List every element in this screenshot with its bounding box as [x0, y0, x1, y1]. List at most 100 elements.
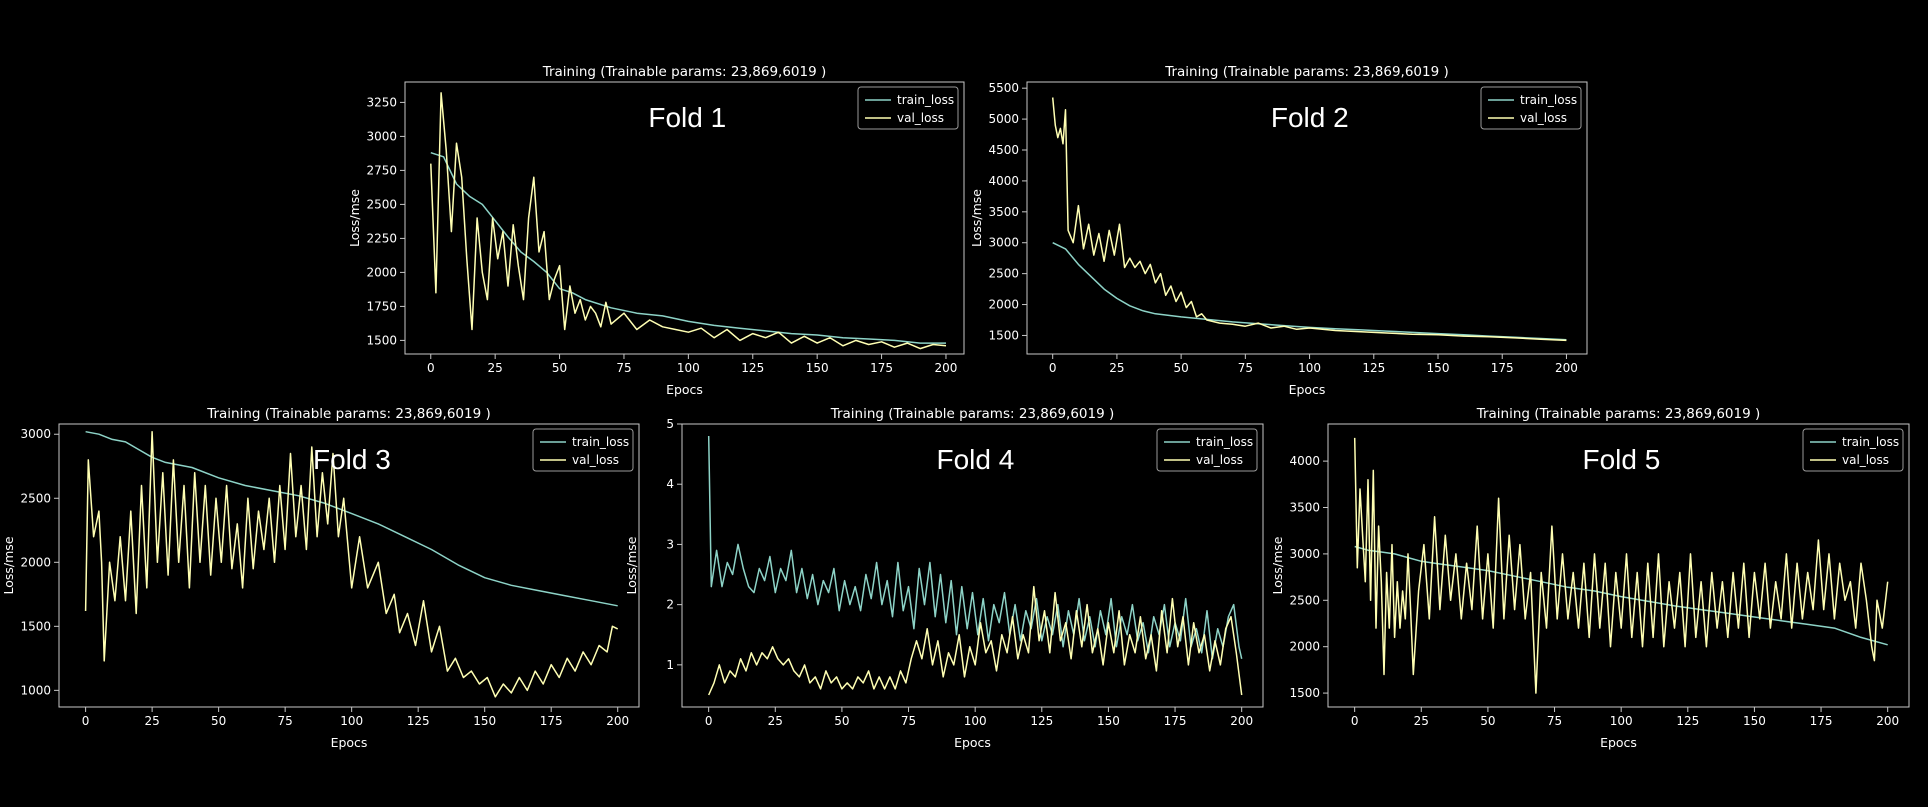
val-loss-line: [1051, 97, 1567, 342]
x-tick-label: 150: [806, 361, 829, 375]
x-tick-label: 125: [741, 361, 764, 375]
y-tick-label: 3000: [1289, 547, 1320, 561]
y-tick-label: 5000: [988, 112, 1019, 126]
y-tick-label: 3500: [1289, 501, 1320, 515]
legend-train-label: train_loss: [1520, 93, 1577, 107]
x-tick-label: 100: [1610, 714, 1633, 728]
x-tick-label: 200: [1555, 361, 1578, 375]
x-tick-label: 25: [1414, 714, 1429, 728]
axes-frame: [404, 81, 965, 355]
y-tick-label: 3500: [988, 205, 1019, 219]
y-tick-label: 4000: [988, 174, 1019, 188]
fold-label: Fold 3: [313, 444, 391, 475]
x-tick-label: 0: [1049, 361, 1057, 375]
y-tick-label: 2500: [1289, 593, 1320, 607]
val-loss-line: [430, 92, 947, 350]
fold-2-chart: 0 25 50 75 100 125 150 175 200 1500 2000 2500 3000 35…: [969, 64, 1588, 397]
x-tick-label: 50: [1480, 714, 1495, 728]
fold-1-chart: 0 25 50 75 100 125 150 175 200 1500 1750 2000 2250 25…: [347, 64, 965, 397]
x-tick-label: 125: [1676, 714, 1699, 728]
axes-frame: [1026, 81, 1588, 355]
val-loss-line: [84, 430, 619, 698]
x-tick-label: 100: [1298, 361, 1321, 375]
y-tick-label: 2250: [366, 231, 397, 245]
x-tick-label: 25: [488, 361, 503, 375]
train-loss-line: [430, 151, 946, 344]
x-tick-label: 0: [427, 361, 435, 375]
fold-label: Fold 4: [936, 444, 1014, 475]
x-tick-label: 125: [1030, 714, 1053, 728]
x-tick-label: 150: [473, 714, 496, 728]
fold-4-chart: 0 25 50 75 100 125 150 175 200 1 2 3 4 5 Training (Tra…: [624, 406, 1264, 750]
x-tick-label: 175: [540, 714, 563, 728]
y-tick-label: 3: [666, 537, 674, 551]
legend-train-label: train_loss: [1842, 435, 1899, 449]
x-axis-label: Epocs: [954, 735, 991, 750]
x-tick-label: 75: [901, 714, 916, 728]
y-tick-label: 1500: [20, 619, 51, 633]
x-tick-label: 125: [407, 714, 430, 728]
y-tick-label: 3000: [20, 427, 51, 441]
legend-val-label: val_loss: [897, 111, 944, 125]
x-axis-label: Epocs: [331, 735, 368, 750]
legend-val-label: val_loss: [572, 453, 619, 467]
y-tick-label: 2500: [366, 197, 397, 211]
x-tick-label: 175: [1164, 714, 1187, 728]
x-tick-label: 25: [1109, 361, 1124, 375]
y-tick-label: 1000: [20, 683, 51, 697]
val-loss-line: [708, 585, 1243, 696]
y-tick-label: 2500: [20, 491, 51, 505]
y-tick-label: 2: [666, 598, 674, 612]
x-tick-label: 75: [1238, 361, 1253, 375]
axes-frame: [58, 423, 640, 708]
fold-label: Fold 1: [648, 102, 726, 133]
x-tick-label: 25: [768, 714, 783, 728]
x-tick-label: 50: [1173, 361, 1188, 375]
x-tick-label: 200: [1230, 714, 1253, 728]
y-tick-label: 5500: [988, 81, 1019, 95]
y-tick-label: 3000: [988, 236, 1019, 250]
y-axis-label: Loss/mse: [1270, 536, 1285, 594]
x-tick-label: 150: [1743, 714, 1766, 728]
y-axis-label: Loss/mse: [1, 536, 16, 594]
y-axis-label: Loss/mse: [969, 189, 984, 247]
fold-label: Fold 2: [1271, 102, 1349, 133]
x-tick-label: 200: [935, 361, 958, 375]
legend-val-label: val_loss: [1842, 453, 1889, 467]
x-tick-label: 0: [82, 714, 90, 728]
fold-5-chart: 0 25 50 75 100 125 150 175 200 1500 2000 2500 3000 35…: [1270, 406, 1910, 750]
legend: train_loss val_loss: [1156, 428, 1258, 472]
y-tick-label: 5: [666, 417, 674, 431]
y-tick-label: 4500: [988, 143, 1019, 157]
y-tick-label: 1: [666, 658, 674, 672]
chart-title: Training (Trainable params: 23,869,6019 …: [206, 406, 491, 422]
x-tick-label: 175: [1810, 714, 1833, 728]
chart-title: Training (Trainable params: 23,869,6019 …: [1164, 64, 1449, 80]
y-tick-label: 3000: [366, 129, 397, 143]
x-axis-label: Epocs: [1289, 382, 1326, 397]
y-tick-label: 3250: [366, 95, 397, 109]
axes-frame: [1327, 423, 1910, 708]
x-tick-label: 100: [677, 361, 700, 375]
x-tick-label: 50: [211, 714, 226, 728]
val-loss-line: [1353, 437, 1889, 694]
x-tick-label: 125: [1362, 361, 1385, 375]
y-tick-label: 1500: [366, 333, 397, 347]
y-tick-label: 2750: [366, 163, 397, 177]
legend: train_loss val_loss: [1802, 428, 1904, 472]
x-tick-label: 75: [616, 361, 631, 375]
x-tick-label: 150: [1097, 714, 1120, 728]
train-loss-line: [85, 430, 618, 607]
fold-label: Fold 5: [1582, 444, 1660, 475]
x-tick-label: 100: [964, 714, 987, 728]
legend-val-label: val_loss: [1196, 453, 1243, 467]
legend-train-label: train_loss: [897, 93, 954, 107]
x-tick-label: 200: [606, 714, 629, 728]
y-axis-label: Loss/mse: [624, 536, 639, 594]
x-tick-label: 50: [552, 361, 567, 375]
legend: train_loss val_loss: [857, 86, 959, 130]
y-tick-label: 4: [666, 477, 674, 491]
chart-title: Training (Trainable params: 23,869,6019 …: [1476, 406, 1761, 422]
legend-train-label: train_loss: [572, 435, 629, 449]
legend-train-label: train_loss: [1196, 435, 1253, 449]
